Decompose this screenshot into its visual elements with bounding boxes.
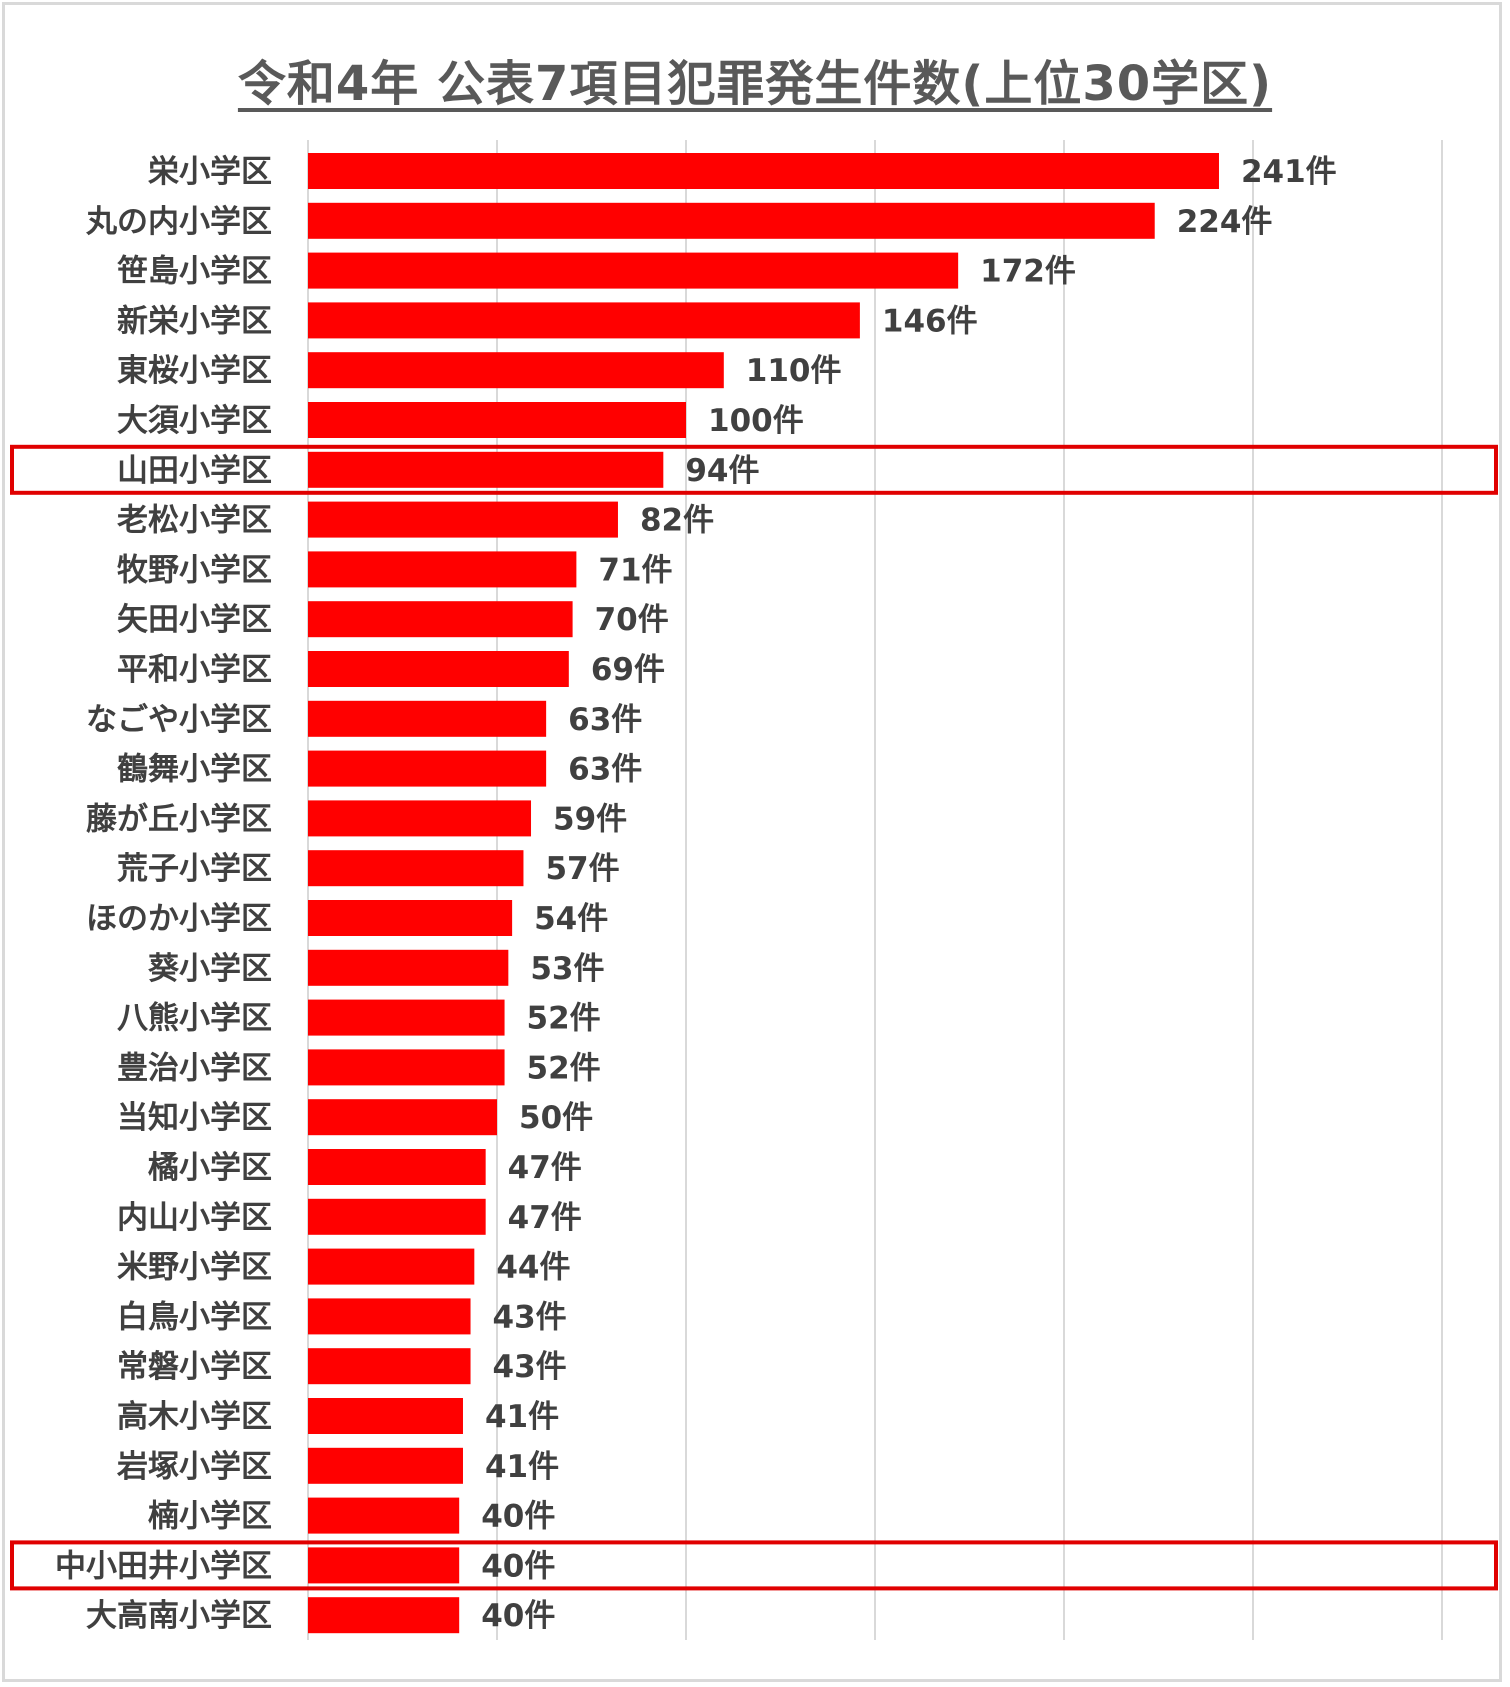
highlight-box [10, 444, 1498, 495]
highlight-box [10, 1540, 1498, 1591]
data-label: 53件 [530, 951, 604, 987]
category-label: 八熊小学区 [117, 1001, 272, 1037]
data-label: 52件 [527, 1001, 601, 1037]
category-label: 中小田井小学区 [55, 1548, 272, 1584]
data-label: 110件 [746, 353, 842, 389]
bar [308, 501, 618, 538]
bar [308, 302, 860, 339]
category-label: 常磐小学区 [117, 1349, 272, 1385]
category-label: 山田小学区 [117, 453, 272, 489]
bar [308, 451, 664, 488]
data-label: 224件 [1177, 204, 1273, 240]
bar [308, 949, 509, 986]
data-label: 43件 [493, 1349, 567, 1385]
bar [308, 1398, 463, 1434]
category-label: 当知小学区 [117, 1100, 272, 1136]
bar [308, 551, 577, 588]
data-label: 63件 [568, 752, 642, 788]
category-label: 東桜小学区 [117, 353, 272, 389]
bar [308, 999, 505, 1036]
data-label: 40件 [481, 1598, 555, 1634]
category-label: 楠小学区 [148, 1499, 272, 1535]
data-label: 172件 [980, 254, 1076, 290]
data-label: 63件 [568, 702, 642, 738]
bar [308, 1149, 486, 1185]
bar [308, 1198, 486, 1235]
bar [308, 800, 532, 837]
bar [308, 1547, 460, 1584]
category-label: 橘小学区 [148, 1150, 272, 1186]
data-label: 40件 [481, 1548, 555, 1584]
bar [308, 252, 959, 289]
category-label: 鶴舞小学区 [117, 752, 272, 788]
bar [308, 1348, 471, 1385]
data-label: 100件 [708, 403, 804, 439]
category-label: 豊治小学区 [117, 1050, 272, 1086]
bar [308, 601, 573, 638]
category-label: 白鳥小学区 [117, 1299, 272, 1335]
data-label: 47件 [508, 1200, 582, 1236]
bar [308, 1298, 471, 1335]
bar [308, 900, 513, 936]
category-label: なごや小学区 [86, 702, 272, 738]
bar [308, 1099, 497, 1136]
bar [308, 1497, 460, 1534]
category-label: 葵小学区 [148, 951, 272, 987]
category-label: 丸の内小学区 [85, 204, 272, 240]
category-label: 新栄小学区 [117, 303, 272, 339]
bar [308, 700, 547, 737]
bar [308, 1447, 463, 1484]
category-label: 老松小学区 [117, 503, 272, 539]
category-label: 内山小学区 [117, 1200, 272, 1236]
data-label: 50件 [519, 1100, 593, 1136]
category-label: 米野小学区 [117, 1250, 272, 1286]
bar [308, 1597, 460, 1634]
bar [308, 850, 524, 887]
data-label: 94件 [685, 453, 759, 489]
data-label: 146件 [882, 303, 978, 339]
data-label: 70件 [595, 602, 669, 638]
data-label: 47件 [508, 1150, 582, 1186]
data-label: 69件 [591, 652, 665, 688]
data-label: 43件 [493, 1299, 567, 1335]
data-label: 54件 [534, 901, 608, 937]
data-label: 57件 [545, 851, 619, 887]
data-label: 59件 [553, 801, 627, 837]
bar [308, 1049, 505, 1086]
category-label: 荒子小学区 [117, 851, 272, 887]
bar [308, 202, 1155, 239]
data-label: 41件 [485, 1449, 559, 1485]
bar [308, 153, 1219, 189]
data-label: 40件 [481, 1499, 555, 1535]
category-label: 岩塚小学区 [116, 1449, 272, 1485]
category-label: 藤が丘小学区 [86, 801, 272, 837]
bar [308, 750, 547, 787]
category-label: 牧野小学区 [117, 552, 272, 588]
data-label: 241件 [1241, 154, 1337, 190]
data-label: 52件 [527, 1050, 601, 1086]
bar [308, 402, 686, 438]
category-label: 平和小学区 [117, 652, 272, 688]
data-label: 44件 [496, 1250, 570, 1286]
category-label: 大高南小学区 [86, 1598, 272, 1634]
data-label: 71件 [598, 552, 672, 588]
bar [308, 352, 724, 389]
bar [308, 1248, 475, 1285]
chart-title: 令和4年 公表7項目犯罪発生件数(上位30学区) [237, 56, 1273, 112]
category-label: 大須小学区 [117, 403, 272, 439]
category-label: 高木小学区 [117, 1399, 272, 1435]
category-label: 栄小学区 [148, 154, 272, 190]
data-label: 82件 [640, 503, 714, 539]
bar [308, 651, 569, 687]
data-label: 41件 [485, 1399, 559, 1435]
category-label: ほのか小学区 [86, 901, 272, 937]
category-label: 笹島小学区 [117, 254, 272, 290]
category-label: 矢田小学区 [117, 602, 272, 638]
